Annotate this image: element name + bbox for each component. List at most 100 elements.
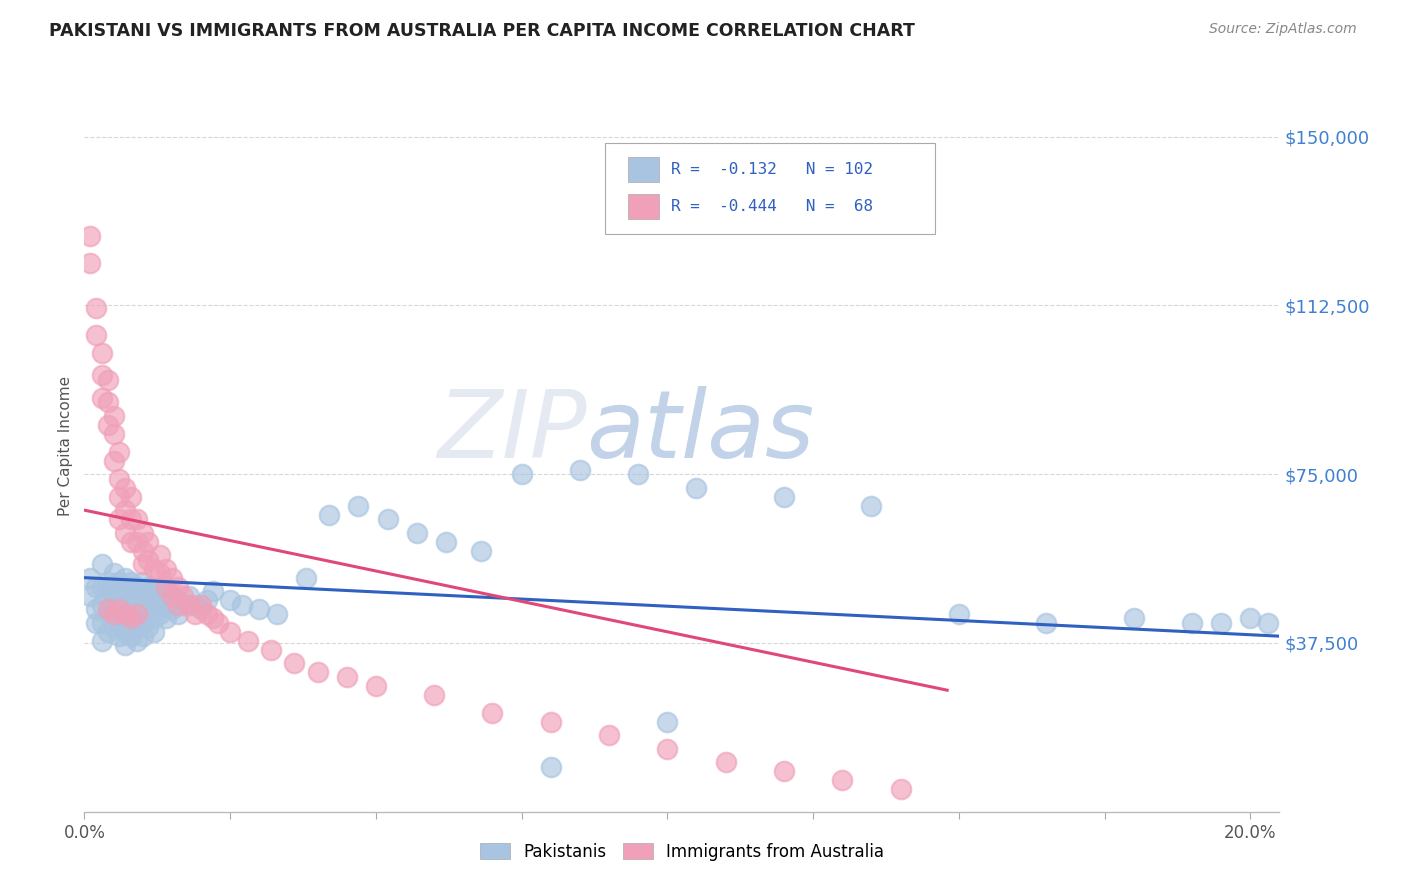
Text: Source: ZipAtlas.com: Source: ZipAtlas.com xyxy=(1209,22,1357,37)
Point xyxy=(125,607,148,621)
Text: R =  -0.132   N = 102: R = -0.132 N = 102 xyxy=(671,162,873,178)
Point xyxy=(114,598,136,612)
Point xyxy=(108,580,131,594)
Text: R =  -0.444   N =  68: R = -0.444 N = 68 xyxy=(671,199,873,214)
Point xyxy=(90,557,112,571)
Point xyxy=(108,512,131,526)
Point xyxy=(97,580,120,594)
Point xyxy=(120,534,142,549)
Point xyxy=(125,607,148,621)
Point xyxy=(155,580,177,594)
Point xyxy=(307,665,329,680)
Point xyxy=(295,571,318,585)
Point xyxy=(114,571,136,585)
Point xyxy=(336,670,359,684)
Point xyxy=(195,593,218,607)
Point xyxy=(131,543,153,558)
Point xyxy=(103,580,125,594)
Point xyxy=(540,760,562,774)
Point xyxy=(773,490,796,504)
Point xyxy=(97,395,120,409)
Point xyxy=(108,444,131,458)
Point xyxy=(190,602,212,616)
Point xyxy=(84,615,107,630)
Point xyxy=(108,472,131,486)
Point xyxy=(149,607,172,621)
Y-axis label: Per Capita Income: Per Capita Income xyxy=(58,376,73,516)
Point xyxy=(219,624,242,639)
Point xyxy=(103,426,125,441)
Point xyxy=(131,629,153,643)
Point xyxy=(318,508,340,522)
Point xyxy=(155,611,177,625)
Point xyxy=(79,571,101,585)
Point xyxy=(179,589,201,603)
Point xyxy=(114,503,136,517)
Point xyxy=(97,575,120,590)
Point xyxy=(103,607,125,621)
Point xyxy=(166,598,188,612)
Point xyxy=(143,598,166,612)
Point xyxy=(149,548,172,562)
Point xyxy=(1257,615,1279,630)
Point xyxy=(172,589,194,603)
Point xyxy=(184,607,207,621)
Point xyxy=(108,615,131,630)
Point xyxy=(195,607,218,621)
Point xyxy=(657,714,679,729)
Point xyxy=(103,620,125,634)
Point xyxy=(236,633,259,648)
Point xyxy=(172,598,194,612)
Point xyxy=(90,598,112,612)
Point xyxy=(103,580,125,594)
Point xyxy=(627,467,650,482)
Point xyxy=(143,624,166,639)
Point xyxy=(120,602,142,616)
Point xyxy=(103,409,125,423)
Point xyxy=(131,589,153,603)
Point xyxy=(434,534,457,549)
Point xyxy=(138,593,160,607)
Point xyxy=(685,481,707,495)
Point xyxy=(79,228,101,243)
Point xyxy=(831,773,853,788)
Point xyxy=(405,525,427,540)
Point xyxy=(540,714,562,729)
Point xyxy=(97,417,120,432)
Point xyxy=(114,607,136,621)
Point xyxy=(207,615,229,630)
Point xyxy=(108,589,131,603)
Point xyxy=(948,607,970,621)
Point xyxy=(84,327,107,342)
Point xyxy=(131,575,153,590)
Point xyxy=(160,589,183,603)
Point xyxy=(120,575,142,590)
Point xyxy=(114,589,136,603)
Text: atlas: atlas xyxy=(586,386,814,477)
Point xyxy=(79,255,101,269)
Point xyxy=(166,607,188,621)
Text: ZIP: ZIP xyxy=(437,386,586,477)
Point xyxy=(347,499,370,513)
Point xyxy=(103,607,125,621)
Point xyxy=(114,481,136,495)
Point xyxy=(97,602,120,616)
Point xyxy=(773,764,796,779)
Point xyxy=(510,467,533,482)
Point xyxy=(90,615,112,630)
Point xyxy=(84,580,107,594)
Point xyxy=(114,638,136,652)
Point xyxy=(166,593,188,607)
Point xyxy=(125,534,148,549)
Point xyxy=(155,562,177,576)
Point xyxy=(120,629,142,643)
Point xyxy=(108,602,131,616)
Point xyxy=(260,642,283,657)
Point xyxy=(149,593,172,607)
Point xyxy=(138,580,160,594)
Point xyxy=(125,633,148,648)
Point xyxy=(138,607,160,621)
Point xyxy=(889,782,911,797)
Point xyxy=(108,629,131,643)
Point xyxy=(231,598,253,612)
